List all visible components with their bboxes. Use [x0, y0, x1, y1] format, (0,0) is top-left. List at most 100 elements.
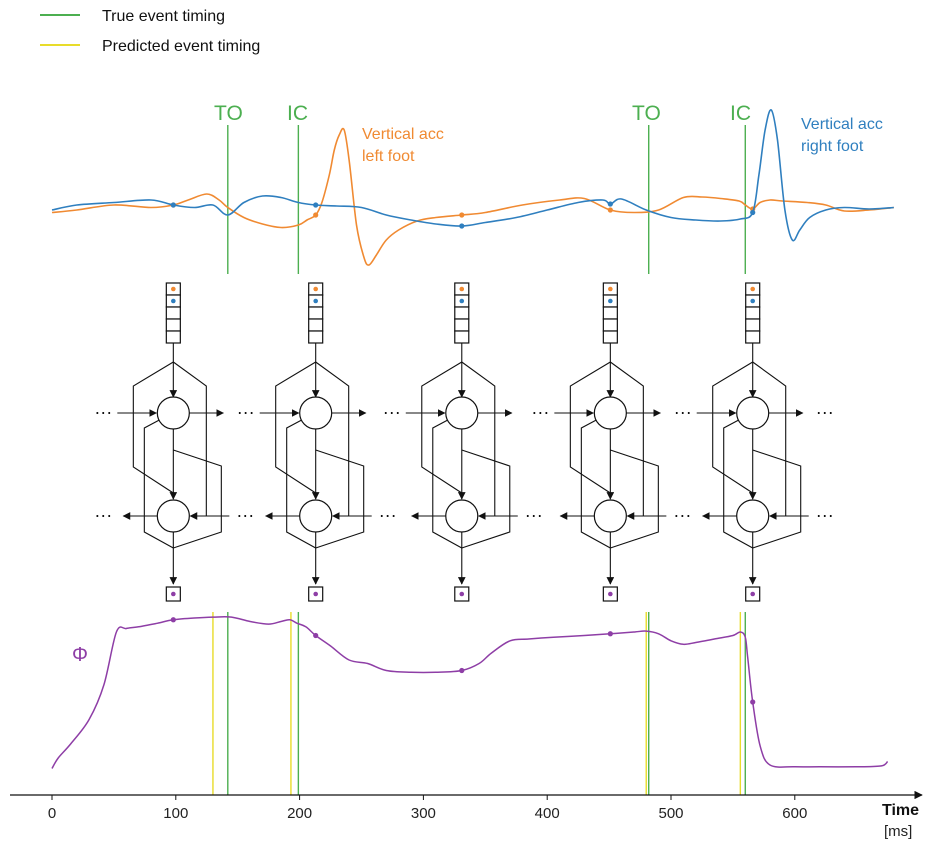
x-tick-label-600: 600	[782, 805, 807, 822]
forward-node	[299, 396, 333, 430]
legend: True event timing Predicted event timing	[40, 8, 260, 55]
left-foot-sample-point-3	[459, 212, 465, 218]
network-column-2: ··· ···	[237, 282, 397, 602]
right-foot-signal-line	[51, 109, 894, 242]
input-cell-3	[308, 306, 324, 320]
input-cell-5	[602, 330, 618, 344]
network-column-4: ··· ···	[531, 282, 691, 602]
x-tick-label-400: 400	[535, 805, 560, 822]
backward-node	[593, 499, 627, 533]
right-foot-sample-point-3	[459, 223, 465, 229]
left-foot-label-line1: Vertical acc	[362, 126, 444, 143]
event-label-to-2: TO	[632, 102, 661, 125]
backward-node	[156, 499, 190, 533]
input-left-foot-dot	[608, 286, 613, 292]
output-phase-dot	[171, 591, 176, 597]
input-right-foot-dot	[313, 298, 318, 304]
input-skip-right	[315, 361, 350, 516]
left-foot-sample-point-4	[607, 207, 613, 213]
forward-node	[736, 396, 770, 430]
input-cell-4	[308, 318, 324, 332]
right-foot-label-line2: right foot	[801, 138, 864, 155]
forward-skip-output	[286, 419, 316, 549]
input-right-foot-dot	[608, 298, 613, 304]
backward-skip-output	[610, 449, 659, 549]
input-left-foot-dot	[459, 286, 465, 292]
input-skip-left	[569, 361, 611, 494]
forward-continuation-left: ···	[531, 402, 549, 422]
forward-continuation-left: ···	[94, 402, 112, 422]
x-tick-label-100: 100	[163, 805, 188, 822]
phase-sample-point-1	[170, 617, 176, 623]
input-cell-3	[745, 306, 761, 320]
legend-predicted-label: Predicted event timing	[102, 38, 260, 55]
phase-sample-point-3	[459, 667, 465, 674]
forward-continuation-left: ···	[674, 402, 692, 422]
time-axis: Time [ms] 0 100 200 300 400 500 600	[10, 790, 923, 840]
input-right-foot-dot	[171, 298, 176, 304]
signal-labels: Vertical acc left foot Vertical acc righ…	[362, 116, 883, 165]
input-skip-left	[712, 361, 754, 494]
network-column-3: ··· ···	[383, 282, 543, 602]
x-tick-label-0: 0	[48, 805, 56, 822]
signal-panel	[51, 109, 894, 274]
input-cell-5	[165, 330, 181, 344]
phase-line	[51, 616, 889, 769]
backward-continuation-start: ···	[94, 505, 112, 525]
input-cell-3	[165, 306, 181, 320]
event-labels: TO IC TO IC	[214, 102, 751, 125]
phase-label: Φ	[72, 644, 88, 666]
right-foot-sample-point-5	[750, 209, 756, 216]
right-foot-sample-point-1	[170, 202, 176, 208]
event-label-to-1: TO	[214, 102, 243, 125]
forward-node	[593, 396, 627, 430]
left-foot-signal-line	[51, 127, 894, 266]
x-tick-label-500: 500	[658, 805, 683, 822]
backward-node	[445, 499, 479, 533]
backward-continuation-right: ···	[379, 505, 397, 525]
x-tick-label-300: 300	[411, 805, 436, 822]
backward-skip-output	[173, 449, 222, 549]
input-left-foot-dot	[171, 286, 176, 292]
input-skip-right	[173, 361, 207, 516]
forward-continuation-end: ···	[816, 402, 834, 422]
output-phase-dot	[313, 591, 318, 597]
output-phase-dot	[608, 591, 613, 597]
phase-panel: Φ	[51, 612, 889, 795]
left-foot-label-line2: left foot	[362, 148, 415, 165]
input-right-foot-dot	[459, 298, 465, 304]
input-cell-3	[602, 306, 618, 320]
input-skip-right	[610, 361, 644, 516]
left-foot-sample-point-2	[313, 212, 319, 218]
input-skip-right	[461, 361, 496, 516]
forward-skip-output	[723, 419, 753, 549]
phase-sample-point-4	[607, 631, 613, 637]
input-skip-left	[421, 361, 463, 494]
input-left-foot-dot	[750, 286, 756, 292]
backward-continuation-right: ···	[816, 505, 834, 525]
forward-continuation-left: ···	[237, 402, 255, 422]
forward-skip-output	[580, 419, 611, 549]
phase-sample-point-2	[313, 632, 319, 639]
recurrent-network: ··· ··· ··· ··· ··· ··· ··· ··· ··· ··· ··· ···	[94, 282, 834, 602]
forward-node	[445, 396, 479, 430]
forward-continuation-left: ···	[383, 402, 401, 422]
backward-skip-output	[752, 449, 802, 549]
phase-sample-point-5	[750, 699, 756, 705]
input-left-foot-dot	[313, 286, 318, 292]
input-cell-5	[745, 330, 761, 344]
right-foot-label-line1: Vertical acc	[801, 116, 883, 133]
x-tick-label-200: 200	[287, 805, 312, 822]
backward-skip-output	[315, 449, 365, 549]
backward-node	[736, 499, 770, 533]
backward-continuation-right: ···	[236, 505, 254, 525]
right-foot-sample-point-4	[607, 201, 613, 207]
input-skip-left	[132, 361, 174, 494]
input-right-foot-dot	[750, 298, 756, 304]
input-cell-4	[454, 318, 470, 332]
input-skip-left	[275, 361, 316, 494]
event-label-ic-2: IC	[730, 102, 751, 125]
backward-continuation-right: ···	[673, 505, 691, 525]
input-cell-4	[745, 318, 761, 332]
